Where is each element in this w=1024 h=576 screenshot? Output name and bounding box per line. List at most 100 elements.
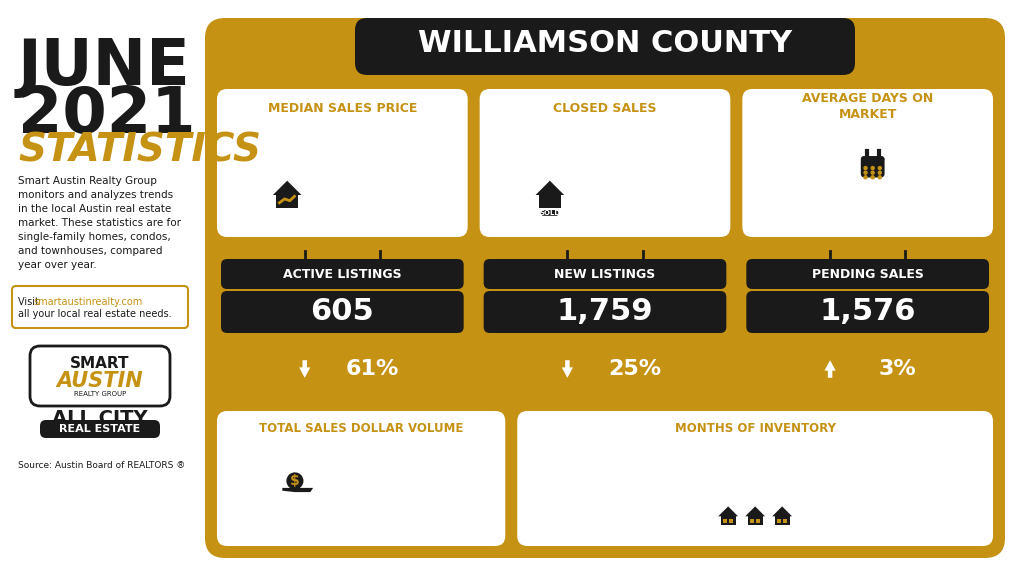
Text: 3%: 3% [879,359,916,379]
Polygon shape [854,453,865,471]
FancyBboxPatch shape [205,18,1005,558]
Text: STATISTICS: STATISTICS [18,132,261,170]
Circle shape [879,166,882,169]
Text: 61%: 61% [346,359,399,379]
Text: 1,539: 1,539 [552,135,657,168]
Text: 64%: 64% [453,458,500,477]
Text: 1,576: 1,576 [819,297,915,327]
Circle shape [879,176,882,179]
Circle shape [864,166,867,169]
Text: AUSTIN: AUSTIN [56,371,143,391]
Text: smartaustinrealty.com: smartaustinrealty.com [33,297,142,307]
FancyBboxPatch shape [483,259,726,289]
FancyBboxPatch shape [479,89,730,237]
Text: 10: 10 [771,145,814,173]
Circle shape [879,171,882,174]
Text: SOLD: SOLD [540,210,560,216]
Text: CLOSED SALES: CLOSED SALES [553,103,656,116]
Text: Source: Austin Board of REALTORS ®: Source: Austin Board of REALTORS ® [18,461,185,471]
Polygon shape [721,516,735,525]
FancyBboxPatch shape [483,291,726,333]
FancyBboxPatch shape [355,18,855,75]
Text: 25%: 25% [608,359,662,379]
Text: WILLIAMSON COUNTY: WILLIAMSON COUNTY [418,29,792,59]
Text: all your local real estate needs.: all your local real estate needs. [18,309,172,319]
FancyBboxPatch shape [479,261,730,399]
Polygon shape [718,506,738,516]
Polygon shape [276,195,298,208]
Text: AVERAGE DAYS ON
MARKET: AVERAGE DAYS ON MARKET [802,93,933,122]
Polygon shape [436,459,447,476]
Polygon shape [611,185,624,205]
FancyBboxPatch shape [40,420,160,438]
Text: ALL CITY: ALL CITY [52,408,147,427]
Text: MONTHS: MONTHS [900,469,962,482]
Text: SMART: SMART [71,357,130,372]
Polygon shape [772,506,792,516]
FancyBboxPatch shape [746,259,989,289]
FancyBboxPatch shape [742,261,993,399]
Polygon shape [774,516,790,525]
Polygon shape [745,506,765,516]
Text: $: $ [290,474,300,488]
Bar [777,518,781,522]
FancyBboxPatch shape [746,291,989,333]
Text: ACTIVE LISTINGS: ACTIVE LISTINGS [283,267,401,281]
Text: 605: 605 [310,297,374,327]
FancyBboxPatch shape [861,157,885,177]
FancyBboxPatch shape [217,411,505,546]
Text: $764: $764 [340,445,440,479]
Polygon shape [283,488,313,492]
Polygon shape [562,360,573,378]
Text: TOTAL SALES DOLLAR VOLUME: TOTAL SALES DOLLAR VOLUME [259,423,463,435]
Circle shape [871,171,874,174]
Text: $450,000: $450,000 [255,135,430,168]
Polygon shape [748,516,763,525]
Bar [729,518,733,522]
Polygon shape [536,181,564,195]
FancyBboxPatch shape [221,291,464,333]
FancyBboxPatch shape [217,89,468,237]
FancyBboxPatch shape [861,156,885,162]
Text: DAYS: DAYS [772,170,813,184]
Circle shape [287,473,303,489]
Text: Visit: Visit [18,297,42,307]
Text: REAL ESTATE: REAL ESTATE [59,424,140,434]
Circle shape [864,171,867,174]
Text: JUNE: JUNE [18,36,190,98]
Text: 11%: 11% [634,185,687,205]
FancyBboxPatch shape [517,411,993,546]
FancyBboxPatch shape [217,261,468,399]
Text: 1,759: 1,759 [557,297,653,327]
FancyBboxPatch shape [30,346,170,406]
Polygon shape [539,195,561,208]
Polygon shape [299,360,310,378]
FancyBboxPatch shape [12,286,188,328]
Text: MEDIAN SALES PRICE: MEDIAN SALES PRICE [267,103,417,116]
Circle shape [871,176,874,179]
Text: 0.5 MONTHS: 0.5 MONTHS [562,451,758,479]
Bar [756,518,760,522]
Polygon shape [272,181,301,195]
Polygon shape [918,158,929,176]
Polygon shape [348,185,361,205]
FancyBboxPatch shape [221,259,464,289]
Text: REALTY GROUP: REALTY GROUP [74,391,126,397]
Circle shape [871,166,874,169]
Text: MONTHS OF INVENTORY: MONTHS OF INVENTORY [675,423,836,435]
FancyBboxPatch shape [742,89,993,237]
Text: PENDING SALES: PENDING SALES [812,267,924,281]
Text: 2021: 2021 [18,84,196,146]
FancyBboxPatch shape [541,210,559,216]
Text: MILLION: MILLION [351,490,429,508]
Bar [751,518,754,522]
Bar [723,518,727,522]
Text: NEW LISTINGS: NEW LISTINGS [554,267,655,281]
Text: 41: 41 [945,147,980,171]
Text: 47%: 47% [371,185,424,205]
Polygon shape [824,360,836,378]
Text: Smart Austin Realty Group
monitors and analyzes trends
in the local Austin real : Smart Austin Realty Group monitors and a… [18,176,181,270]
Circle shape [864,176,867,179]
Text: DAYS: DAYS [944,170,981,184]
Text: 1.0: 1.0 [916,449,946,467]
